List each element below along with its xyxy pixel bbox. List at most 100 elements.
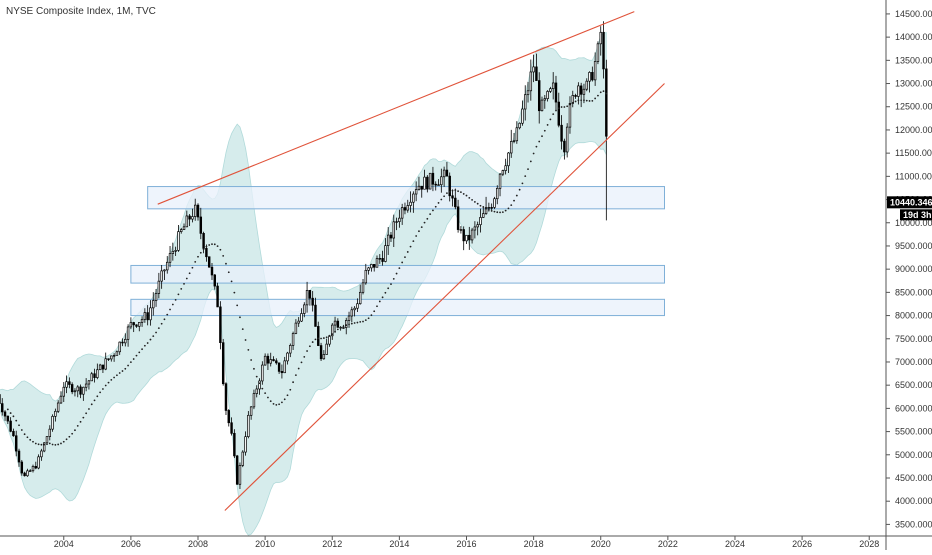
candle — [105, 353, 107, 371]
candle-body — [440, 177, 442, 185]
candle-body — [108, 359, 110, 360]
lower-trendline — [225, 84, 665, 511]
moving-average-point — [522, 182, 524, 184]
candle-body — [513, 141, 515, 142]
moving-average-point — [544, 130, 546, 132]
moving-average-point — [82, 417, 84, 419]
y-tick-label: 9500.000 — [895, 241, 932, 251]
candle-body — [337, 321, 339, 327]
moving-average-point — [407, 251, 409, 253]
moving-average-point — [468, 197, 470, 199]
candle-body — [343, 328, 345, 329]
candle-body — [261, 365, 263, 381]
moving-average-point — [141, 348, 143, 350]
candle-body — [71, 384, 73, 391]
candle-body — [94, 374, 96, 378]
candle — [566, 123, 568, 157]
moving-average-point — [309, 345, 311, 347]
moving-average-point — [66, 438, 68, 440]
candle-body — [247, 415, 249, 436]
moving-average-point — [566, 105, 568, 107]
candle-body — [399, 218, 401, 221]
y-tick-label: 14500.000 — [895, 9, 932, 19]
moving-average-point — [474, 201, 476, 203]
moving-average-point — [536, 146, 538, 148]
moving-average-point — [446, 192, 448, 194]
y-tick-label: 9000.000 — [895, 264, 932, 274]
candle-body — [116, 352, 118, 356]
candle-body — [348, 316, 350, 320]
candle-body — [446, 170, 448, 176]
candle-body — [110, 356, 112, 359]
moving-average-point — [418, 230, 420, 232]
moving-average-point — [563, 106, 565, 108]
candle-body — [127, 327, 129, 339]
moving-average-point — [340, 327, 342, 329]
moving-average-point — [575, 101, 577, 103]
candle-body — [499, 174, 501, 188]
moving-average-point — [401, 262, 403, 264]
moving-average-point — [343, 326, 345, 328]
price-badge: 10440.346 19d 3h — [887, 196, 932, 220]
candle-body — [141, 319, 143, 322]
candle — [597, 41, 599, 64]
moving-average-point — [63, 441, 65, 443]
candle-body — [536, 67, 538, 81]
moving-average-point — [303, 356, 305, 358]
candle-body — [295, 323, 297, 333]
candle-body — [225, 384, 227, 411]
y-tick-label: 12500.000 — [895, 102, 932, 112]
bollinger-band-layer — [0, 33, 606, 536]
support-zone-1 — [148, 187, 665, 209]
candle-body — [309, 290, 311, 298]
candle-body — [301, 313, 303, 321]
y-tick-label: 13000.000 — [895, 79, 932, 89]
moving-average-point — [538, 141, 540, 143]
candle-body — [379, 258, 381, 259]
moving-average-point — [110, 379, 112, 381]
moving-average-point — [348, 323, 350, 325]
moving-average-point — [491, 210, 493, 212]
candle-body — [124, 339, 126, 343]
moving-average-point — [175, 299, 177, 301]
moving-average-point — [549, 119, 551, 121]
candle-body — [561, 125, 563, 141]
moving-average-point — [278, 403, 280, 405]
candle-body — [603, 32, 605, 69]
candle-body — [250, 407, 252, 415]
candle-body — [354, 308, 356, 310]
moving-average-point — [200, 252, 202, 254]
moving-average-point — [499, 212, 501, 214]
candle-body — [1, 404, 3, 412]
candle-body — [52, 416, 54, 429]
candle — [217, 283, 219, 307]
moving-average-point — [122, 370, 124, 372]
moving-average-point — [124, 368, 126, 370]
candle-body — [320, 346, 322, 359]
candle-body — [102, 365, 104, 369]
candle — [220, 301, 222, 349]
candle-body — [161, 271, 163, 281]
moving-average-point — [130, 361, 132, 363]
candle-body — [594, 61, 596, 79]
candle-body — [597, 44, 599, 62]
candle-body — [454, 198, 456, 207]
moving-average-point — [373, 310, 375, 312]
moving-average-point — [18, 424, 20, 426]
y-tick-label: 6000.000 — [895, 403, 932, 413]
candle-body — [491, 207, 493, 208]
candle-body — [415, 190, 417, 194]
moving-average-point — [270, 400, 272, 402]
candle-body — [203, 233, 205, 248]
moving-average-point — [49, 443, 51, 445]
y-tick-label: 7000.000 — [895, 357, 932, 367]
candle-body — [60, 396, 62, 403]
candle-body — [275, 361, 277, 363]
support-zone-3 — [131, 299, 665, 315]
candle-body — [178, 232, 180, 251]
candle-body — [239, 465, 241, 484]
moving-average-point — [410, 246, 412, 248]
moving-average-point — [116, 374, 118, 376]
